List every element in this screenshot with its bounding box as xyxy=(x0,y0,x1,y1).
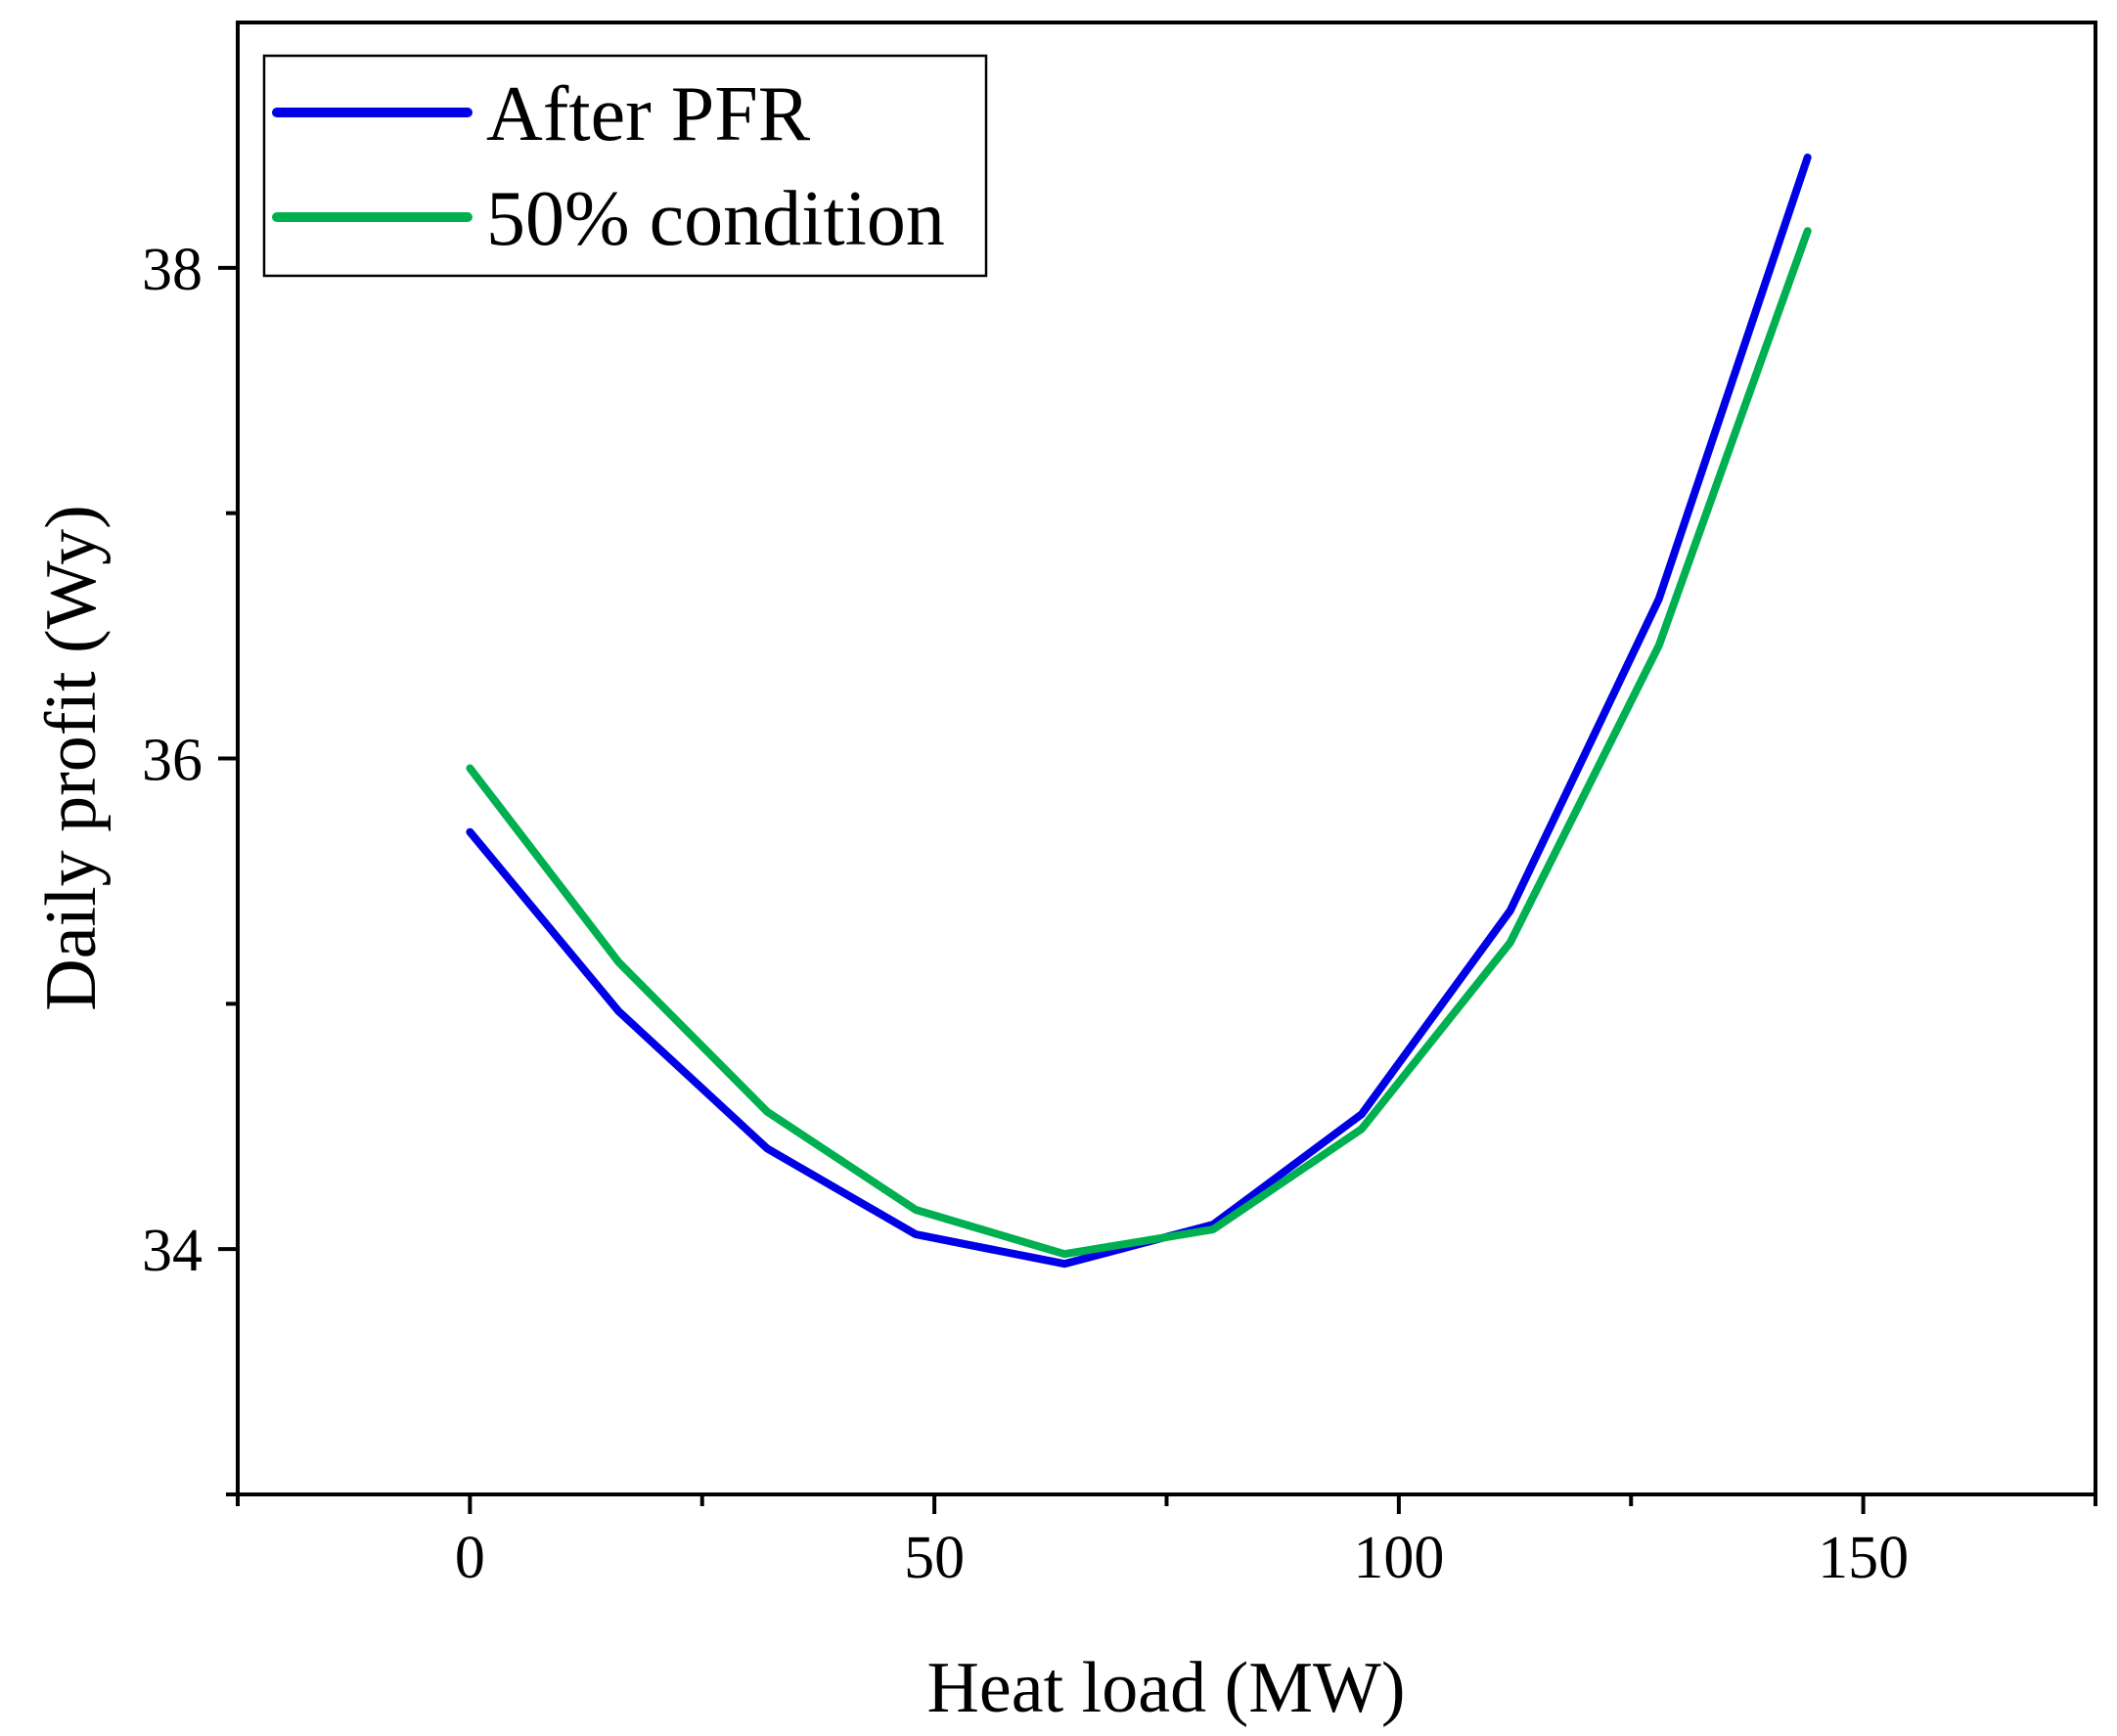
series-line-50-percent-condition xyxy=(466,227,1812,1259)
x-tick-label: 100 xyxy=(1353,1525,1444,1591)
legend-label-50-percent-condition: 50% condition xyxy=(486,176,945,262)
x-axis-title: Heat load (MW) xyxy=(926,1648,1405,1728)
x-tick-label: 50 xyxy=(904,1525,965,1591)
y-axis-title: Daily profit (Wy) xyxy=(31,505,112,1011)
legend: After PFR 50% condition xyxy=(262,54,988,278)
y-axis-ticks: 34 36 38 xyxy=(142,237,238,1496)
series-line-after-pfr xyxy=(466,154,1812,1269)
y-tick-label: 36 xyxy=(142,728,203,794)
legend-box xyxy=(262,54,988,278)
x-tick-label: 0 xyxy=(455,1525,485,1591)
legend-label-after-pfr: After PFR xyxy=(486,71,811,157)
x-axis-ticks: 0 50 100 150 xyxy=(236,1494,2097,1591)
series-lines xyxy=(466,154,1812,1269)
y-tick-label: 38 xyxy=(142,237,203,303)
y-tick-label: 34 xyxy=(142,1218,203,1284)
x-tick-label: 150 xyxy=(1818,1525,1909,1591)
